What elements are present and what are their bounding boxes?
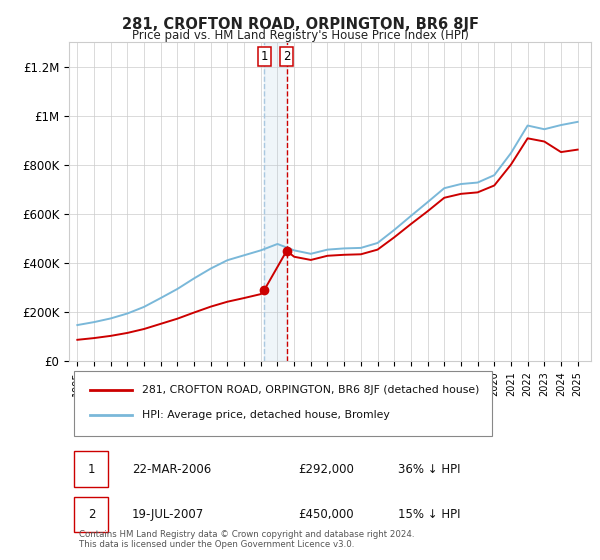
Text: Price paid vs. HM Land Registry's House Price Index (HPI): Price paid vs. HM Land Registry's House … <box>131 29 469 42</box>
FancyBboxPatch shape <box>74 497 108 532</box>
Text: 281, CROFTON ROAD, ORPINGTON, BR6 8JF (detached house): 281, CROFTON ROAD, ORPINGTON, BR6 8JF (d… <box>142 385 479 395</box>
FancyBboxPatch shape <box>74 451 108 487</box>
Text: 15% ↓ HPI: 15% ↓ HPI <box>398 507 460 521</box>
FancyBboxPatch shape <box>74 371 492 436</box>
Text: 36% ↓ HPI: 36% ↓ HPI <box>398 463 460 475</box>
Text: 281, CROFTON ROAD, ORPINGTON, BR6 8JF: 281, CROFTON ROAD, ORPINGTON, BR6 8JF <box>121 17 479 32</box>
Text: 2: 2 <box>88 507 95 521</box>
Text: 19-JUL-2007: 19-JUL-2007 <box>131 507 204 521</box>
Text: £450,000: £450,000 <box>299 507 355 521</box>
Text: 2: 2 <box>283 50 290 63</box>
Text: 1: 1 <box>261 50 268 63</box>
Text: Contains HM Land Registry data © Crown copyright and database right 2024.
This d: Contains HM Land Registry data © Crown c… <box>79 530 415 549</box>
Text: £292,000: £292,000 <box>299 463 355 475</box>
Text: 1: 1 <box>88 463 95 475</box>
Text: HPI: Average price, detached house, Bromley: HPI: Average price, detached house, Brom… <box>142 410 390 420</box>
Text: 22-MAR-2006: 22-MAR-2006 <box>131 463 211 475</box>
Bar <box>265 42 287 361</box>
